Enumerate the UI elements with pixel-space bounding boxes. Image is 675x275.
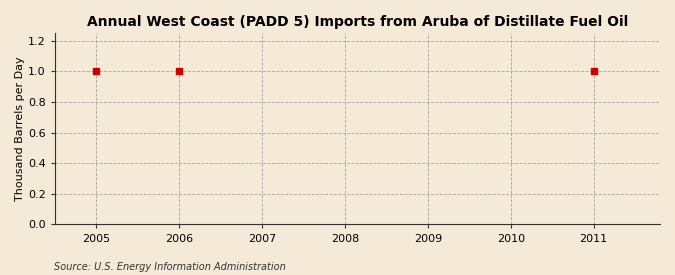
Text: Source: U.S. Energy Information Administration: Source: U.S. Energy Information Administ… [54, 262, 286, 272]
Y-axis label: Thousand Barrels per Day: Thousand Barrels per Day [15, 56, 25, 201]
Title: Annual West Coast (PADD 5) Imports from Aruba of Distillate Fuel Oil: Annual West Coast (PADD 5) Imports from … [86, 15, 628, 29]
